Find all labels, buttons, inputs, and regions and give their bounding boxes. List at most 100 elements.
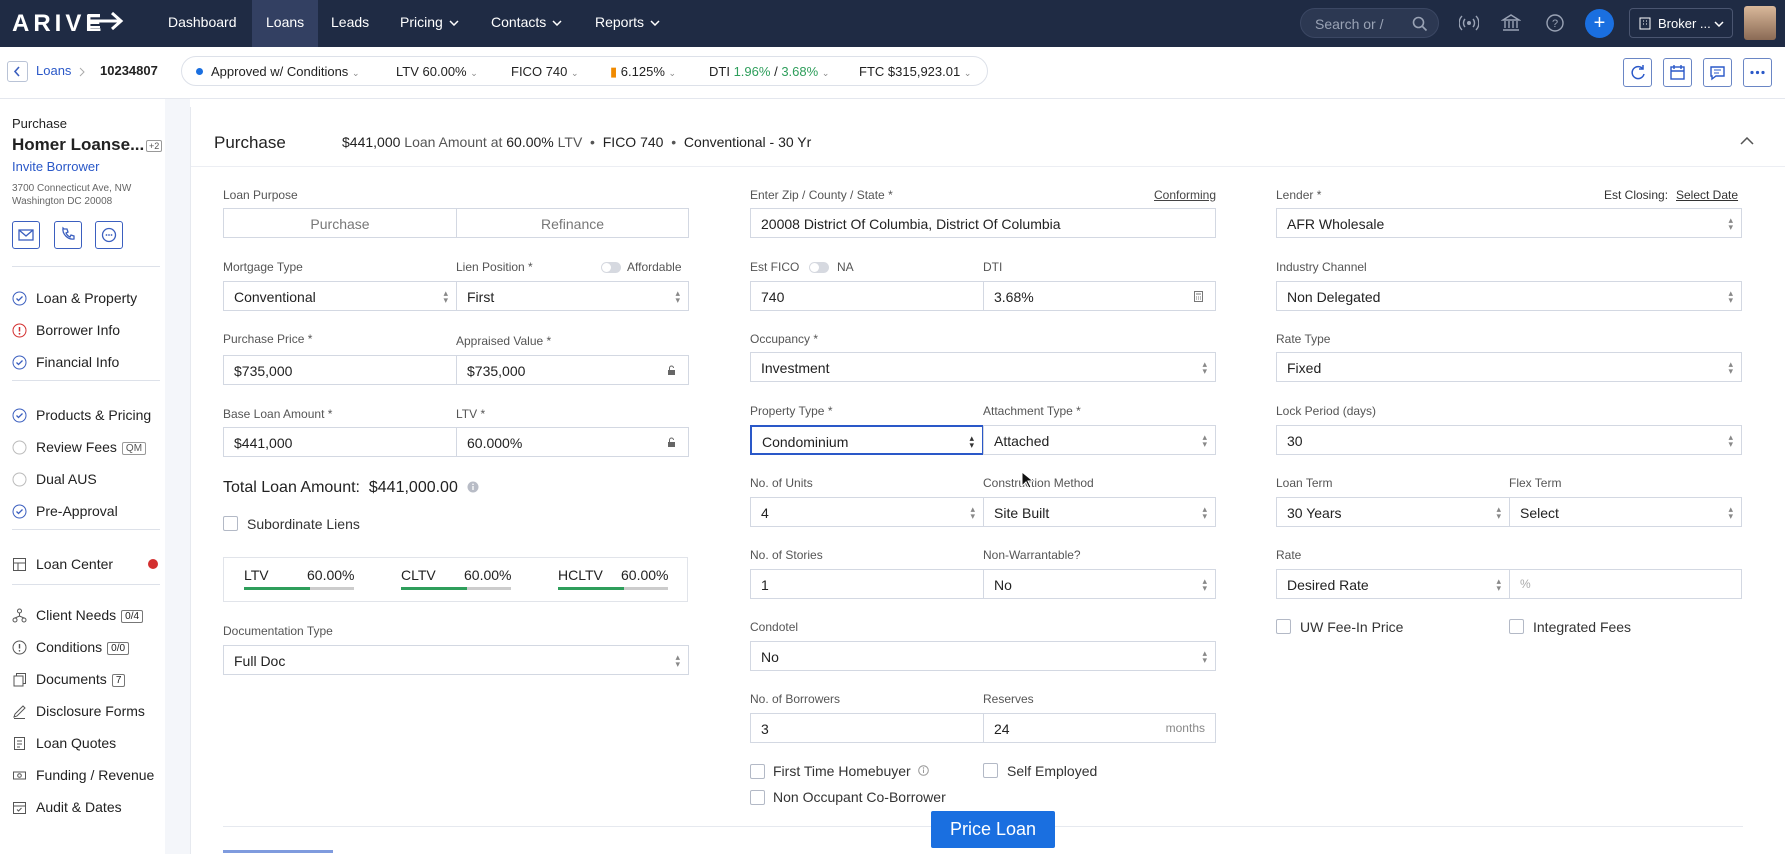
info-icon[interactable] bbox=[467, 481, 479, 493]
user-avatar[interactable] bbox=[1744, 6, 1776, 40]
add-button[interactable]: + bbox=[1585, 9, 1614, 38]
lock-icon[interactable] bbox=[667, 437, 676, 448]
invite-borrower-link[interactable]: Invite Borrower bbox=[12, 159, 100, 174]
left-sidebar: Purchase Homer Loanse... +2 Invite Borro… bbox=[0, 99, 165, 854]
sidebar-item-borrower-info[interactable]: Borrower Info bbox=[12, 322, 120, 338]
rate-input[interactable]: % bbox=[1509, 569, 1742, 599]
arive-logo[interactable]: ARIVE bbox=[12, 10, 106, 37]
breadcrumb-loans[interactable]: Loans bbox=[36, 63, 72, 78]
est-closing-date-link[interactable]: Select Date bbox=[1676, 188, 1739, 202]
broker-select[interactable]: Broker ... bbox=[1629, 8, 1733, 38]
nav-reports[interactable]: Reports bbox=[595, 14, 660, 30]
sidebar-item-financial-info[interactable]: Financial Info bbox=[12, 354, 119, 370]
lock-icon[interactable] bbox=[667, 365, 676, 376]
documentation-type-select[interactable]: Full Doc ▴ ▾ bbox=[223, 645, 689, 675]
stories-input[interactable]: 1 bbox=[750, 569, 984, 599]
help-icon[interactable]: ? bbox=[1545, 13, 1565, 33]
subordinate-liens-checkbox[interactable] bbox=[223, 516, 238, 531]
nav-dashboard[interactable]: Dashboard bbox=[168, 14, 237, 30]
est-fico-input[interactable]: 740 bbox=[750, 281, 984, 311]
sidebar-item-products-pricing[interactable]: Products & Pricing bbox=[12, 407, 151, 423]
top-nav: ARIVE Dashboard Loans Leads Pricing Cont… bbox=[0, 0, 1785, 47]
rate-mode-select[interactable]: Desired Rate ▴ ▾ bbox=[1276, 569, 1510, 599]
rate-pill[interactable]: ▮ 6.125% ⌄ bbox=[610, 64, 676, 80]
fico-pill[interactable]: FICO 740 ⌄ bbox=[511, 64, 579, 79]
appraised-value-input[interactable]: $735,000 bbox=[456, 355, 689, 385]
dti-input[interactable]: 3.68% bbox=[983, 281, 1216, 311]
borrowers-input[interactable]: 3 bbox=[750, 713, 984, 743]
base-loan-input[interactable]: $441,000 bbox=[223, 427, 457, 457]
construction-method-select[interactable]: Site Built ▴ ▾ bbox=[983, 497, 1216, 527]
zip-county-state-input[interactable]: 20008 District Of Columbia, District Of … bbox=[750, 208, 1216, 238]
purpose-refinance-option[interactable]: Refinance bbox=[456, 208, 689, 238]
broadcast-icon[interactable] bbox=[1459, 13, 1479, 33]
fico-na-toggle[interactable] bbox=[809, 262, 829, 273]
sidebar-item-disclosure-forms[interactable]: Disclosure Forms bbox=[12, 703, 145, 719]
message-button[interactable] bbox=[95, 221, 123, 249]
nav-pricing[interactable]: Pricing bbox=[400, 14, 459, 30]
units-select[interactable]: 4 ▴ ▾ bbox=[750, 497, 984, 527]
lender-select[interactable]: AFR Wholesale ▴ ▾ bbox=[1276, 208, 1742, 238]
bank-icon[interactable] bbox=[1501, 13, 1521, 33]
lock-period-select[interactable]: 30 ▴ ▾ bbox=[1276, 425, 1742, 455]
condotel-select[interactable]: No ▴ ▾ bbox=[750, 641, 1216, 671]
purchase-price-input[interactable]: $735,000 bbox=[223, 355, 457, 385]
sidebar-item-client-needs[interactable]: Client Needs 0/4 bbox=[12, 607, 144, 623]
comments-button[interactable] bbox=[1703, 58, 1732, 87]
status-pill[interactable]: Approved w/ Conditions ⌄ bbox=[196, 64, 359, 79]
collapse-chevron-icon[interactable] bbox=[1740, 137, 1754, 145]
email-button[interactable] bbox=[12, 221, 40, 249]
conforming-link[interactable]: Conforming bbox=[1154, 188, 1217, 202]
sidebar-item-conditions[interactable]: Conditions 0/0 bbox=[12, 639, 130, 655]
sidebar-item-loan-quotes[interactable]: Loan Quotes bbox=[12, 735, 116, 751]
nav-loans[interactable]: Loans bbox=[252, 0, 319, 47]
sidebar-item-loan-center[interactable]: Loan Center bbox=[12, 556, 113, 572]
sidebar-item-audit-dates[interactable]: Audit & Dates bbox=[12, 799, 122, 815]
info-icon[interactable] bbox=[917, 765, 929, 776]
search-input[interactable]: Search or / bbox=[1300, 8, 1439, 38]
self-employed-checkbox[interactable] bbox=[983, 763, 998, 778]
ltv-pill[interactable]: LTV 60.00% ⌄ bbox=[396, 64, 478, 79]
sidebar-item-pre-approval[interactable]: Pre-Approval bbox=[12, 503, 118, 519]
loan-term-select[interactable]: 30 Years ▴ ▾ bbox=[1276, 497, 1510, 527]
price-loan-button[interactable]: Price Loan bbox=[931, 811, 1055, 848]
reserves-unit: months bbox=[1165, 721, 1205, 735]
lien-position-select[interactable]: First ▴ ▾ bbox=[456, 281, 689, 311]
property-type-select[interactable]: Condominium ▴ ▾ bbox=[750, 425, 984, 455]
sidebar-item-review-fees[interactable]: Review Fees QM bbox=[12, 439, 147, 455]
more-options-button[interactable] bbox=[1743, 58, 1772, 87]
sidebar-item-label: Dual AUS bbox=[36, 471, 97, 487]
rate-type-select[interactable]: Fixed ▴ ▾ bbox=[1276, 352, 1742, 382]
sidebar-item-documents[interactable]: Documents 7 bbox=[12, 671, 126, 687]
advanced-section-link[interactable] bbox=[223, 846, 343, 854]
nav-leads[interactable]: Leads bbox=[331, 14, 370, 30]
uw-fee-in-price-checkbox[interactable] bbox=[1276, 619, 1291, 634]
calendar-button[interactable] bbox=[1663, 58, 1692, 87]
borrower-name[interactable]: Homer Loanse... bbox=[12, 135, 145, 154]
co-borrower-badge[interactable]: +2 bbox=[146, 140, 163, 152]
integrated-fees-checkbox[interactable] bbox=[1509, 619, 1524, 634]
ltv-input[interactable]: 60.000% bbox=[456, 427, 689, 457]
affordable-toggle[interactable] bbox=[601, 262, 621, 273]
nav-contacts[interactable]: Contacts bbox=[491, 14, 562, 30]
mortgage-type-select[interactable]: Conventional ▴ ▾ bbox=[223, 281, 457, 311]
attachment-type-select[interactable]: Attached ▴ ▾ bbox=[983, 425, 1216, 455]
non-warrantable-select[interactable]: No ▴ ▾ bbox=[983, 569, 1216, 599]
sidebar-item-loan-property[interactable]: Loan & Property bbox=[12, 290, 137, 306]
sidebar-item-dual-aus[interactable]: Dual AUS bbox=[12, 471, 97, 487]
ftc-pill[interactable]: FTC $315,923.01 ⌄ bbox=[859, 64, 971, 79]
back-button[interactable] bbox=[7, 61, 28, 82]
calculator-icon[interactable] bbox=[1194, 291, 1203, 302]
purpose-purchase-option[interactable]: Purchase bbox=[223, 208, 457, 238]
industry-channel-select[interactable]: Non Delegated ▴ ▾ bbox=[1276, 281, 1742, 311]
sidebar-item-funding-revenue[interactable]: Funding / Revenue bbox=[12, 767, 154, 783]
dti-pill[interactable]: DTI 1.96% / 3.68% ⌄ bbox=[709, 64, 829, 79]
refresh-button[interactable] bbox=[1623, 58, 1652, 87]
non-occupant-checkbox[interactable] bbox=[750, 790, 765, 805]
reserves-input[interactable]: 24 months bbox=[983, 713, 1216, 743]
flex-term-select[interactable]: Select ▴ ▾ bbox=[1509, 497, 1742, 527]
rate-label: Rate bbox=[1276, 548, 1302, 562]
call-button[interactable] bbox=[54, 221, 82, 249]
first-time-homebuyer-checkbox[interactable] bbox=[750, 764, 765, 779]
occupancy-select[interactable]: Investment ▴ ▾ bbox=[750, 352, 1216, 382]
